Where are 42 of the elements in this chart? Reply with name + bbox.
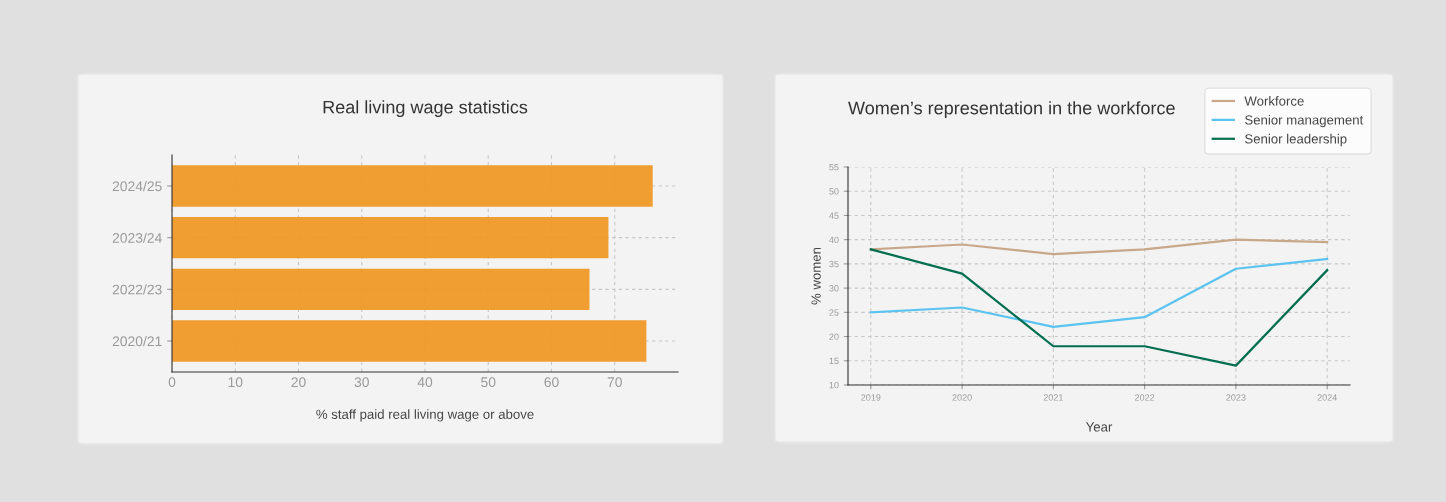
y-tick-label: 30 <box>829 285 839 292</box>
x-tick-label: 0 <box>168 377 176 388</box>
y-tick-label: 2023/24 <box>112 232 162 243</box>
x-tick-label: 40 <box>417 377 433 388</box>
y-tick-label: 35 <box>829 260 839 268</box>
x-tick-label: 2020 <box>952 394 972 401</box>
y-tick-label: 2020/21 <box>112 335 162 347</box>
x-tick-label: 2022 <box>1135 394 1155 401</box>
chart-title: Women’s representation in the workforce <box>848 101 1175 118</box>
x-tick-label: 10 <box>228 377 243 388</box>
line-series <box>869 248 1329 367</box>
bar <box>172 320 647 362</box>
x-tick-label: 50 <box>481 377 496 388</box>
bar <box>172 217 609 259</box>
x-tick-label: 20 <box>291 377 306 388</box>
x-tick-label: 2019 <box>861 394 881 401</box>
x-tick-label: 2021 <box>1043 394 1063 401</box>
x-axis-title: Year <box>1085 422 1113 432</box>
x-tick-label: 2023 <box>1226 394 1246 401</box>
legend-label: Senior leadership <box>1245 133 1347 147</box>
y-tick-label: 20 <box>829 333 839 340</box>
x-tick-label: 2024 <box>1317 394 1337 401</box>
x-tick-label: 60 <box>544 377 559 388</box>
legend-label: Senior management <box>1245 114 1364 128</box>
y-tick-label: 2024/25 <box>112 180 162 192</box>
x-axis-title: % staff paid real living wage or above <box>316 409 534 422</box>
y-tick-label: 25 <box>829 309 839 316</box>
line-series <box>869 257 1329 328</box>
line-series <box>869 238 1329 256</box>
y-tick-label: 45 <box>829 212 839 219</box>
y-tick-label: 40 <box>829 236 839 244</box>
bar <box>172 268 590 310</box>
x-tick-label: 30 <box>354 377 369 388</box>
bar <box>172 165 653 207</box>
y-axis-title: % women <box>811 247 821 305</box>
legend-label: Workforce <box>1244 96 1304 106</box>
y-tick-label: 2022/23 <box>112 284 162 295</box>
y-tick-label: 50 <box>829 188 839 195</box>
y-tick-label: 15 <box>829 357 839 365</box>
y-tick-label: 55 <box>829 164 839 171</box>
x-tick-label: 70 <box>607 377 622 388</box>
chart-title: Real living wage statistics <box>323 100 528 118</box>
